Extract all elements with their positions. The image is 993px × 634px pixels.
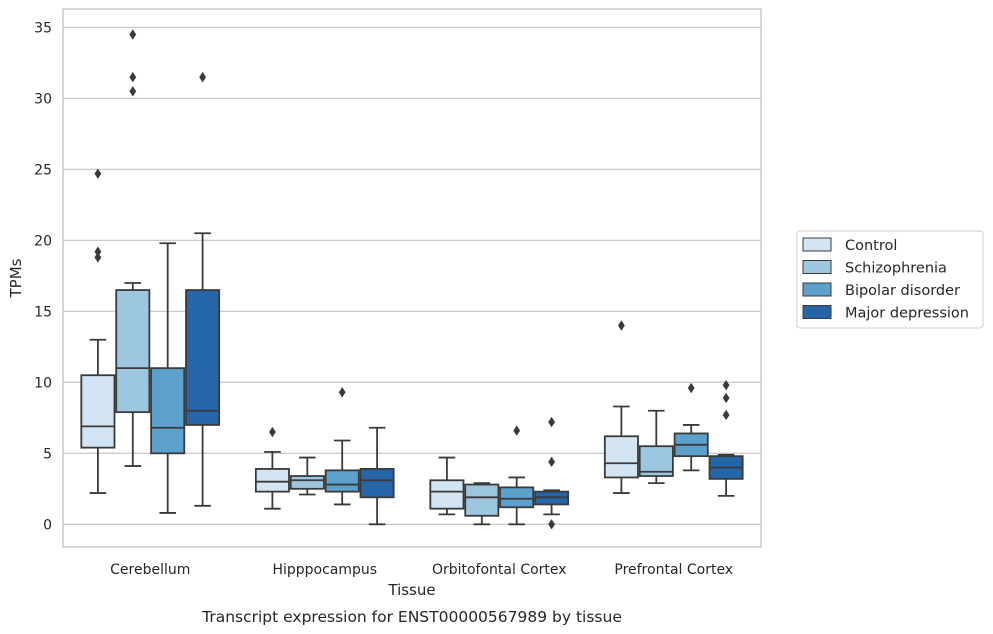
box (185, 289, 221, 426)
y-tick-label: 25 (34, 162, 52, 178)
y-tick-label: 35 (34, 20, 52, 36)
y-axis-label: TPMs (7, 258, 25, 298)
box-group (464, 482, 500, 526)
box (464, 483, 500, 517)
box (499, 486, 535, 509)
box-group (254, 426, 290, 510)
box-group (359, 426, 395, 526)
outlier-point (94, 252, 102, 263)
box-group (80, 168, 116, 494)
box (324, 469, 360, 493)
box (359, 468, 395, 499)
outlier-point (722, 392, 730, 404)
outlier-point (199, 71, 206, 83)
box-group (185, 71, 221, 507)
x-tick-label: Prefrontal Cortex (614, 562, 733, 578)
y-tick-label: 5 (43, 446, 52, 462)
outlier-point (129, 86, 137, 97)
box (289, 475, 325, 490)
box-group (429, 456, 465, 516)
outlier-point (548, 456, 555, 468)
outlier-point (94, 168, 102, 179)
outlier-point (722, 379, 730, 391)
outlier-point (687, 382, 695, 394)
legend-swatch (802, 237, 832, 252)
x-axis-label: Tissue (387, 581, 435, 599)
legend-entry: Schizophrenia (845, 261, 947, 277)
y-tick-label: 20 (34, 233, 52, 249)
plot-frame (62, 8, 762, 548)
legend-entry: Bipolar disorder (845, 283, 960, 299)
box (150, 367, 186, 455)
box (429, 479, 465, 510)
box (254, 468, 290, 493)
outlier-point (618, 320, 625, 331)
box-group (150, 242, 186, 514)
outlier-point (548, 416, 555, 428)
box-group (673, 382, 709, 472)
y-tick-labels: 0 5 10 15 20 25 30 35 (34, 20, 52, 533)
y-tick-label: 10 (34, 375, 52, 391)
outlier-point (94, 246, 102, 257)
legend-swatch (802, 282, 832, 297)
y-tick-label: 15 (34, 304, 52, 320)
outlier-point (548, 519, 555, 530)
box-group (289, 456, 325, 496)
box (115, 289, 151, 414)
legend-swatch (802, 305, 832, 319)
legend-frame (796, 230, 984, 329)
box-group (708, 379, 744, 497)
outlier-point (722, 409, 730, 421)
legend-entry: Major depression (845, 306, 969, 322)
y-tick-label: 30 (34, 91, 52, 107)
box-group (115, 29, 151, 467)
x-tick-labels: Cerebellum Hipppocampus Orbitofontal Corte… (110, 562, 733, 578)
outlier-point (338, 387, 346, 398)
outlier-point (129, 29, 137, 40)
chart-caption: Transcript expression for ENST0000056798… (201, 608, 622, 626)
x-tick-label: Cerebellum (110, 562, 190, 578)
box (80, 374, 116, 449)
x-tick-label: Orbitofontal Cortex (432, 562, 567, 578)
outlier-point (513, 425, 521, 436)
box-group (499, 425, 535, 526)
y-tick-label: 0 (43, 517, 52, 533)
outlier-point (269, 426, 276, 438)
outlier-point (129, 71, 137, 83)
boxes (80, 29, 744, 530)
box-group (603, 320, 639, 494)
box (603, 435, 639, 479)
legend-swatch (802, 260, 832, 274)
legend-entry: Control (845, 238, 897, 254)
box-group (324, 387, 360, 506)
x-tick-label: Hipppocampus (272, 562, 377, 578)
box-group (534, 416, 570, 530)
box-group (638, 409, 674, 485)
legend: Control Schizophrenia Bipolar disorder Majo… (796, 230, 984, 329)
